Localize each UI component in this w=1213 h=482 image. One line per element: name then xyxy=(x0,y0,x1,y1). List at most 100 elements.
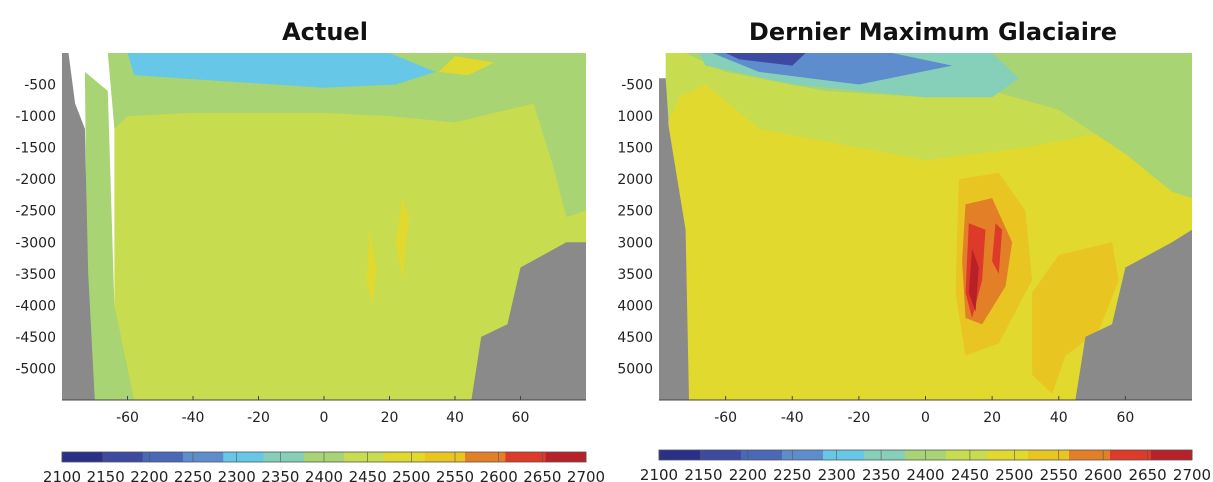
colorbar-swatch xyxy=(1110,450,1152,460)
colorbar-swatch xyxy=(505,452,547,462)
colorbar-tick-label: 2550 xyxy=(1040,466,1078,482)
colorbar-right: 2100 2150 2200 2250 2300 2350 2400 2450 2500 2550… xyxy=(640,449,1211,482)
contour-region-2700 xyxy=(968,248,979,312)
y-tick-label: -3000 xyxy=(15,235,56,251)
colorbar-swatch xyxy=(384,452,426,462)
contour-region-2500 xyxy=(396,198,410,281)
x-tick-label: -60 xyxy=(116,410,139,426)
y-tick-label: 1500 xyxy=(617,141,653,157)
colorbar-swatch xyxy=(102,452,144,462)
x-tick-label: -40 xyxy=(781,410,804,426)
x-tick-label: 40 xyxy=(446,410,464,426)
colorbar-tick-label: 2200 xyxy=(130,468,168,482)
colorbar-swatch xyxy=(62,452,103,462)
panel-title-right: Dernier Maximum Glaciaire xyxy=(749,18,1117,46)
colorbar-tick-label: 2500 xyxy=(995,466,1033,482)
y-tick-label: 4000 xyxy=(617,298,653,314)
colorbar-swatch xyxy=(1151,450,1193,460)
colorbar-tick-label: 2150 xyxy=(684,466,722,482)
y-tick-label: -3500 xyxy=(15,267,56,283)
y-tick-label: -4000 xyxy=(15,298,56,314)
colorbar-swatch xyxy=(659,450,701,460)
y-tick-label: -4500 xyxy=(15,330,56,346)
colorbar-swatch xyxy=(182,452,224,462)
colorbar-swatch xyxy=(782,450,824,460)
x-tick-label: 60 xyxy=(512,410,530,426)
colorbar-tick-label: 2350 xyxy=(862,466,900,482)
contour-region-2400 xyxy=(84,71,135,400)
x-tick-label: 20 xyxy=(983,410,1001,426)
y-tick-label: 1000 xyxy=(617,109,653,125)
colorbar-tick-label: 2400 xyxy=(906,466,944,482)
plot-area xyxy=(659,53,1192,400)
colorbar-tick-label: 2650 xyxy=(523,468,561,482)
y-tick-label: 4500 xyxy=(617,330,653,346)
contour-region-2500 xyxy=(438,56,495,76)
colorbar-swatch xyxy=(1028,450,1070,460)
colorbar-tick-label: 2350 xyxy=(261,468,299,482)
land-mask xyxy=(1075,229,1192,400)
colorbar-tick-label: 2300 xyxy=(218,468,256,482)
panel-title-left: Actuel xyxy=(282,18,368,46)
colorbar-swatch xyxy=(946,450,988,460)
y-tick-label: -2500 xyxy=(15,204,56,220)
contour-region-2400 xyxy=(685,53,1192,199)
y-tick-label: 3000 xyxy=(617,235,653,251)
contour-region-2650 xyxy=(992,223,1003,274)
colorbar-tick-label: 2650 xyxy=(1128,466,1166,482)
colorbar-tick-label: 2200 xyxy=(729,466,767,482)
contour-region-2400 xyxy=(107,53,586,217)
contour-region-2450 xyxy=(114,65,586,400)
colorbar-tick-label: 2250 xyxy=(174,468,212,482)
colorbar-tick-label: 2150 xyxy=(87,468,125,482)
colorbar-swatch xyxy=(700,450,742,460)
colorbar-tick-label: 2450 xyxy=(951,466,989,482)
land-mask xyxy=(62,53,95,400)
contour-region-2500 xyxy=(366,229,377,306)
land-mask xyxy=(659,78,689,400)
x-tick-label: 60 xyxy=(1116,410,1134,426)
colorbar-tick-label: 2100 xyxy=(43,468,81,482)
x-tick-label: -40 xyxy=(182,410,205,426)
contour-region-2300 xyxy=(127,53,436,88)
y-tick-label: 2500 xyxy=(617,204,653,220)
colorbar-swatch xyxy=(142,452,184,462)
y-tick-label: -500 xyxy=(621,78,653,94)
x-tick-label: 0 xyxy=(320,410,329,426)
y-tick-label: 5000 xyxy=(617,361,653,377)
colorbar-swatch xyxy=(344,452,385,462)
colorbar-tick-label: 2400 xyxy=(305,468,343,482)
colorbar-tick-label: 2100 xyxy=(640,466,678,482)
heatmap-panel-left: -60 -40 -20 0 20 40 60 -500 -1000 -1500 -2000 -2500… xyxy=(15,53,586,426)
y-tick-label: -5000 xyxy=(15,361,56,377)
x-tick-label: -20 xyxy=(247,410,270,426)
x-tick-label: -60 xyxy=(714,410,737,426)
colorbar-swatch xyxy=(741,450,783,460)
heatmap-panel-right: -60 -40 -20 0 20 40 60 -500 1000 1500 2000 2500 3000… xyxy=(617,53,1192,426)
colorbar-swatch xyxy=(263,452,305,462)
colorbar-swatch xyxy=(465,452,506,462)
colorbar-tick-label: 2700 xyxy=(567,468,605,482)
colorbar-left: 2100 2150 2200 2250 2300 2350 2400 2450 2500 2550… xyxy=(43,451,605,482)
colorbar-swatch xyxy=(545,452,587,462)
x-tick-label: 20 xyxy=(381,410,399,426)
y-tick-label: 3500 xyxy=(617,267,653,283)
y-tick-label: -2000 xyxy=(15,172,56,188)
colorbar-swatch xyxy=(987,450,1029,460)
colorbar-tick-label: 2300 xyxy=(818,466,856,482)
land-mask xyxy=(471,242,586,400)
y-tick-label: -500 xyxy=(24,78,56,94)
colorbar-tick-label: 2600 xyxy=(1084,466,1122,482)
contour-region-2150 xyxy=(725,53,806,66)
colorbar-tick-label: 2700 xyxy=(1173,466,1211,482)
colorbar-swatch xyxy=(223,452,265,462)
colorbar-tick-label: 2550 xyxy=(436,468,474,482)
y-tick-label: -1500 xyxy=(15,141,56,157)
colorbar-tick-label: 2250 xyxy=(773,466,811,482)
x-tick-label: 40 xyxy=(1050,410,1068,426)
colorbar-tick-label: 2600 xyxy=(480,468,518,482)
contour-region-2550 xyxy=(1032,242,1119,394)
y-tick-label: 2000 xyxy=(617,172,653,188)
colorbar-swatch xyxy=(823,450,865,460)
